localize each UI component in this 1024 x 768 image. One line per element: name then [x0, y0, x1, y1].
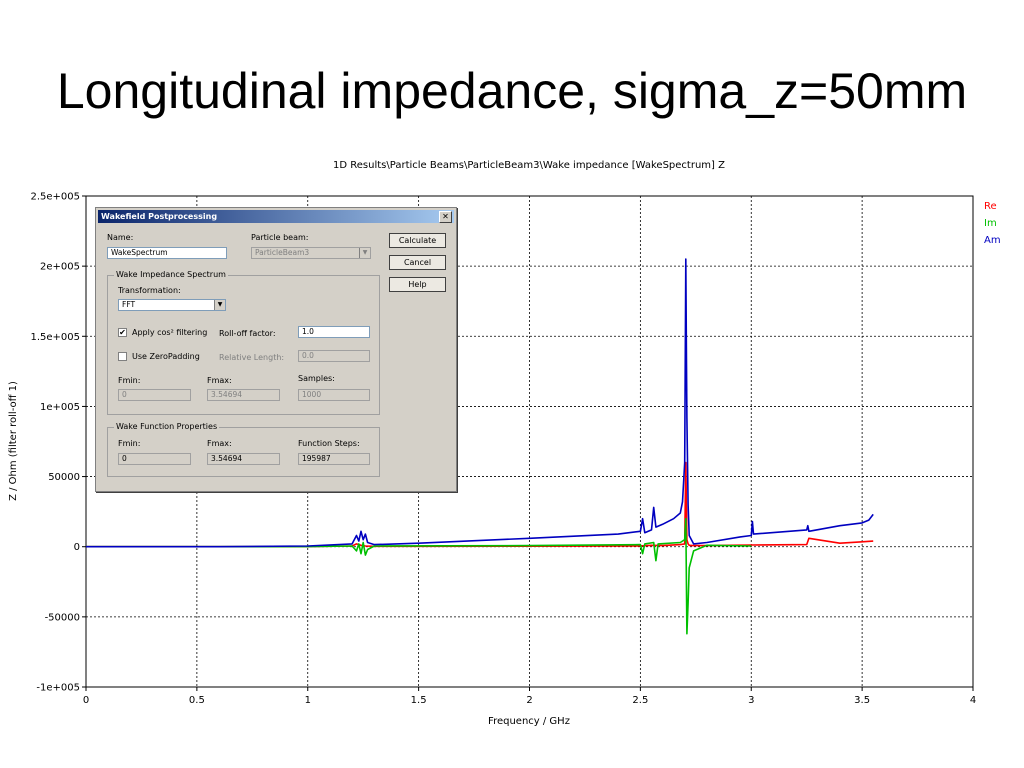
rolloff-input[interactable]: 1.0 — [298, 326, 370, 338]
function-steps-input[interactable]: 195987 — [298, 453, 370, 465]
name-label: Name: — [107, 233, 134, 242]
rolloff-label: Roll-off factor: — [219, 329, 276, 338]
series-line-am — [86, 258, 874, 548]
function-group-title: Wake Function Properties — [114, 422, 220, 431]
particle-beam-label: Particle beam: — [251, 233, 309, 242]
fmin-label: Fmin: — [118, 376, 141, 385]
name-input[interactable]: WakeSpectrum — [107, 247, 227, 259]
close-icon[interactable]: ✕ — [439, 211, 452, 223]
y-tick-label: -50000 — [45, 612, 80, 623]
x-axis-label: Frequency / GHz — [488, 716, 570, 727]
y-tick-label: -1e+005 — [36, 683, 80, 694]
spectrum-group-title: Wake Impedance Spectrum — [114, 270, 228, 279]
wf-fmax-label: Fmax: — [207, 439, 232, 448]
calculate-button[interactable]: Calculate — [389, 233, 446, 248]
x-tick-label: 3 — [748, 695, 754, 706]
tick-labels: 0 0.5 1 1.5 2 2.5 3 3.5 4 -1e+005 -50000 0 50000 1e+0… — [30, 192, 976, 707]
samples-input[interactable]: 1000 — [298, 389, 370, 401]
cancel-button[interactable]: Cancel — [389, 255, 446, 270]
particle-beam-value: ParticleBeam3 — [255, 248, 310, 257]
x-tick-label: 4 — [970, 695, 976, 706]
x-tick-label: 1 — [305, 695, 311, 706]
relative-length-label: Relative Length: — [219, 353, 285, 362]
y-tick-label: 1e+005 — [40, 402, 80, 413]
transformation-value: FFT — [122, 300, 136, 309]
y-tick-label: 0 — [74, 542, 80, 553]
dialog-titlebar[interactable]: Wakefield Postprocessing ✕ — [98, 210, 454, 223]
chevron-down-icon: ▼ — [359, 248, 370, 258]
wakefield-postprocessing-dialog: Wakefield Postprocessing ✕ Name: WakeSpe… — [95, 207, 457, 492]
wf-fmin-label: Fmin: — [118, 439, 141, 448]
cos-filter-label: Apply cos² filtering — [132, 328, 208, 337]
x-tick-label: 3.5 — [854, 695, 870, 706]
chevron-down-icon: ▼ — [214, 300, 225, 310]
slide-title: Longitudinal impedance, sigma_z=50mm — [56, 63, 968, 119]
wf-fmax-input[interactable]: 3.54694 — [207, 453, 280, 465]
x-tick-label: 0.5 — [189, 695, 205, 706]
fmax-input[interactable]: 3.54694 — [207, 389, 280, 401]
dialog-title: Wakefield Postprocessing — [101, 212, 218, 221]
zeropadding-label: Use ZeroPadding — [132, 352, 200, 361]
y-axis-label: Z / Ohm (filter roll-off 1) — [8, 381, 19, 501]
legend-entry-re: Re — [984, 201, 997, 212]
y-tick-label: 2e+005 — [40, 262, 80, 273]
wake-impedance-spectrum-group: Wake Impedance Spectrum Transformation: … — [107, 270, 380, 415]
zeropadding-checkbox[interactable] — [118, 352, 127, 361]
wake-function-properties-group: Wake Function Properties Fmin: 0 Fmax: 3… — [107, 422, 380, 477]
chart-title: 1D Results\Particle Beams\ParticleBeam3\… — [333, 160, 725, 171]
help-button[interactable]: Help — [389, 277, 446, 292]
fmin-input[interactable]: 0 — [118, 389, 191, 401]
x-tick-label: 2 — [526, 695, 532, 706]
x-tick-label: 0 — [83, 695, 89, 706]
series-line-im — [86, 517, 752, 635]
cos-filter-checkbox[interactable]: ✔ — [118, 328, 127, 337]
function-steps-label: Function Steps: — [298, 439, 360, 448]
samples-label: Samples: — [298, 374, 335, 383]
transformation-label: Transformation: — [118, 286, 181, 295]
y-tick-label: 50000 — [48, 472, 80, 483]
particle-beam-select[interactable]: ParticleBeam3 ▼ — [251, 247, 371, 259]
y-tick-label: 1.5e+005 — [30, 332, 80, 343]
transformation-select[interactable]: FFT ▼ — [118, 299, 226, 311]
fmax-label: Fmax: — [207, 376, 232, 385]
x-tick-label: 1.5 — [411, 695, 427, 706]
legend-entry-im: Im — [984, 218, 997, 229]
wf-fmin-input[interactable]: 0 — [118, 453, 191, 465]
y-tick-label: 2.5e+005 — [30, 192, 80, 203]
legend: Re Im Am — [984, 201, 1001, 246]
x-tick-label: 2.5 — [632, 695, 648, 706]
relative-length-input[interactable]: 0.0 — [298, 350, 370, 362]
series-layer — [86, 258, 874, 635]
legend-entry-am: Am — [984, 235, 1001, 246]
